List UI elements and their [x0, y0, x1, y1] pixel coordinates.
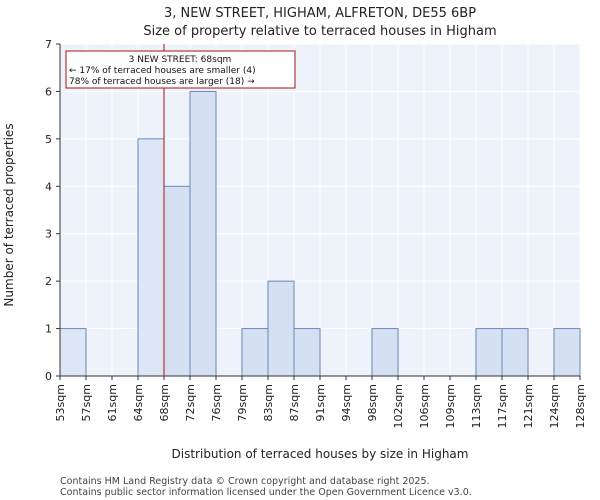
x-tick-label: 53sqm: [54, 384, 67, 421]
bars: [59, 90, 581, 377]
bar-124sqm: [553, 328, 581, 377]
y-tick-label: 7: [45, 38, 52, 51]
annotation-smaller: ← 17% of terraced houses are smaller (4): [69, 66, 256, 76]
bar-79sqm: [241, 328, 269, 377]
x-tick-label: 94sqm: [340, 384, 353, 421]
x-axis: 53sqm 57sqm 61sqm 64sqm 68sqm 72sqm 76sqm 79sqm…: [54, 375, 587, 428]
x-tick-label: 117sqm: [496, 384, 509, 428]
x-tick-label: 64sqm: [132, 384, 145, 421]
x-tick-label: 124sqm: [548, 384, 561, 428]
bar-53sqm: [59, 328, 87, 377]
bar-72sqm: [189, 90, 217, 377]
x-tick-label: 106sqm: [418, 384, 431, 428]
annotation-box: 3 NEW STREET: 68sqm ← 17% of terraced ho…: [65, 50, 296, 89]
bar-87sqm: [293, 328, 321, 377]
bar-68sqm: [163, 185, 191, 377]
y-tick-label: 1: [45, 323, 52, 336]
bar-113sqm: [475, 328, 503, 377]
x-tick-label: 128sqm: [574, 384, 587, 428]
annotation-title: 3 NEW STREET: 68sqm: [129, 55, 232, 65]
bar-117sqm: [501, 328, 529, 377]
x-tick-label: 98sqm: [366, 384, 379, 421]
y-tick-label: 4: [45, 180, 52, 193]
x-tick-label: 79sqm: [236, 384, 249, 421]
chart-title: 3, NEW STREET, HIGHAM, ALFRETON, DE55 6B…: [164, 6, 476, 21]
x-tick-label: 61sqm: [106, 384, 119, 421]
y-tick-label: 2: [45, 275, 52, 288]
y-tick-label: 5: [45, 133, 52, 146]
x-tick-label: 68sqm: [158, 384, 171, 421]
bar-83sqm: [267, 280, 295, 377]
y-tick-label: 6: [45, 85, 52, 98]
annotation-larger: 78% of terraced houses are larger (18) →: [69, 77, 255, 87]
y-tick-label: 0: [45, 370, 52, 383]
x-tick-label: 72sqm: [184, 384, 197, 421]
x-tick-label: 113sqm: [470, 384, 483, 428]
bar-64sqm: [137, 138, 165, 377]
y-axis-label: Number of terraced properties: [2, 123, 16, 306]
x-tick-label: 91sqm: [314, 384, 327, 421]
y-axis: 0 1 2 3 4 5 6 7: [45, 38, 61, 383]
bar-98sqm: [371, 328, 399, 377]
footer-line-1: Contains HM Land Registry data © Crown c…: [60, 476, 430, 487]
x-tick-label: 83sqm: [262, 384, 275, 421]
chart-subtitle: Size of property relative to terraced ho…: [143, 24, 496, 39]
x-tick-label: 87sqm: [288, 384, 301, 421]
x-tick-label: 109sqm: [444, 384, 457, 428]
x-tick-label: 102sqm: [392, 384, 405, 428]
x-tick-label: 76sqm: [210, 384, 223, 421]
x-axis-label: Distribution of terraced houses by size …: [172, 447, 469, 461]
x-tick-label: 57sqm: [80, 384, 93, 421]
footer-line-2: Contains public sector information licen…: [60, 487, 472, 498]
x-tick-label: 121sqm: [522, 384, 535, 428]
y-tick-label: 3: [45, 228, 52, 241]
